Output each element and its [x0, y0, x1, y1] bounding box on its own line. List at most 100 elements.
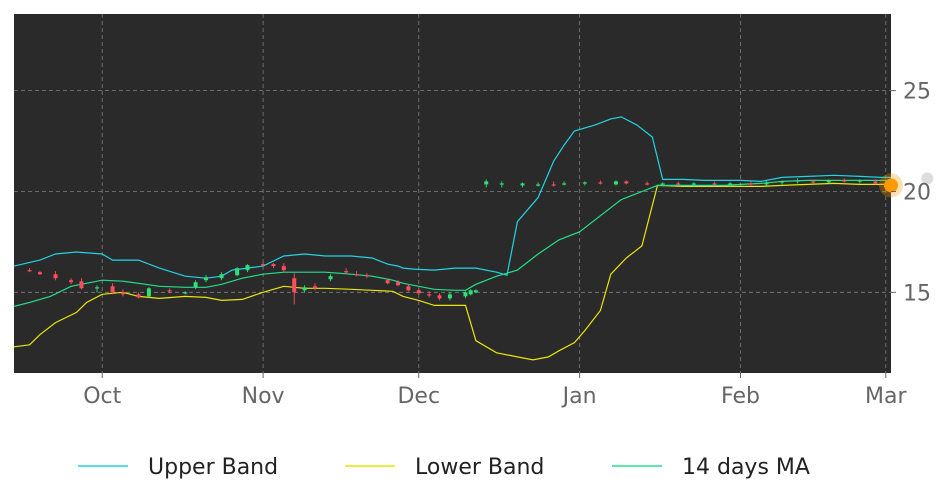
candle-41	[536, 182, 541, 187]
candle-body	[582, 182, 587, 184]
candle-body	[37, 272, 42, 275]
x-tick-label-nov: Nov	[242, 384, 285, 409]
candle-body	[110, 286, 115, 293]
candle-28	[385, 278, 390, 285]
candle-body	[676, 183, 681, 185]
candle-33	[437, 293, 442, 301]
candle-body	[728, 183, 733, 185]
candle-61	[857, 179, 862, 184]
candle-45	[598, 180, 603, 185]
candle-body	[385, 280, 390, 284]
candle-12	[183, 291, 188, 295]
candle-body	[795, 180, 800, 182]
series-line-upper-band	[14, 116, 891, 279]
candle-body	[613, 181, 618, 185]
candle-48	[645, 181, 650, 186]
candle-body	[811, 181, 816, 183]
candle-body	[463, 292, 468, 297]
candle-60	[842, 178, 847, 183]
candle-body	[842, 180, 847, 182]
axes: Oct Nov Dec Jan Feb Mar 15 20 25	[83, 80, 931, 409]
candle-23	[312, 283, 317, 291]
candle-24	[328, 274, 333, 282]
candle-14	[204, 275, 209, 283]
candle-16	[235, 267, 240, 277]
candle-19	[271, 263, 276, 269]
candle-62	[873, 179, 878, 185]
candle-body	[292, 278, 297, 293]
candle-body	[312, 286, 317, 289]
candle-body	[416, 290, 421, 294]
candle-18	[261, 262, 266, 267]
candle-11	[167, 288, 172, 294]
candle-21	[292, 273, 297, 305]
legend-label: Upper Band	[148, 455, 278, 480]
candle-body	[484, 181, 489, 185]
candle-47	[624, 180, 629, 185]
candle-51	[691, 182, 696, 187]
candle-body	[53, 274, 58, 279]
candle-57	[795, 178, 800, 184]
candle-body	[437, 295, 442, 299]
candle-38	[484, 179, 489, 188]
candle-body	[204, 277, 209, 281]
candle-9	[136, 292, 141, 299]
candle-body	[69, 280, 74, 283]
candle-44	[582, 181, 587, 186]
candle-4	[69, 278, 74, 285]
candle-body	[780, 181, 785, 183]
candle-body	[79, 281, 84, 289]
candle-body	[136, 294, 141, 298]
candle-35	[463, 291, 468, 299]
candle-37	[473, 289, 478, 294]
candles	[27, 178, 888, 305]
candle-58	[811, 179, 816, 184]
candle-body	[691, 183, 696, 185]
x-tick-label-oct: Oct	[83, 384, 121, 409]
candle-body	[193, 282, 198, 288]
candle-body	[344, 271, 349, 273]
grid	[14, 14, 891, 373]
candle-54	[748, 181, 753, 186]
candle-body	[873, 181, 878, 184]
candle-59	[826, 179, 831, 184]
candle-body	[406, 286, 411, 291]
candle-body	[261, 264, 266, 266]
candle-40	[520, 182, 525, 188]
candle-34	[447, 292, 452, 301]
candle-15	[219, 272, 224, 281]
series-line-lower-band	[14, 182, 891, 361]
candle-22	[302, 285, 307, 293]
candle-17	[245, 264, 250, 273]
candle-body	[598, 182, 603, 184]
candle-20	[281, 263, 286, 273]
candle-body	[645, 183, 650, 185]
candle-body	[857, 180, 862, 182]
candle-32	[427, 291, 432, 298]
candle-body	[562, 183, 567, 185]
candle-body	[183, 292, 188, 294]
candle-body	[551, 184, 556, 186]
x-tick-label-mar: Mar	[865, 384, 907, 409]
candle-8	[120, 289, 125, 297]
candle-body	[499, 183, 504, 185]
candle-body	[748, 183, 753, 185]
x-tick-label-feb: Feb	[721, 384, 760, 409]
candle-body	[427, 294, 432, 296]
candle-body	[624, 181, 629, 184]
candle-body	[219, 274, 224, 279]
candle-26	[354, 271, 359, 277]
candle-body	[245, 265, 250, 271]
candle-13	[193, 280, 198, 290]
y-tick-label-15: 15	[903, 281, 931, 306]
candle-46	[613, 180, 618, 186]
legend: Upper Band Lower Band 14 days MA	[78, 455, 810, 480]
current-price-marker	[884, 178, 898, 193]
candle-2	[37, 271, 42, 276]
candle-29	[396, 280, 401, 287]
candle-55	[764, 181, 769, 186]
candle-body	[660, 183, 665, 185]
candle-body	[27, 270, 32, 272]
